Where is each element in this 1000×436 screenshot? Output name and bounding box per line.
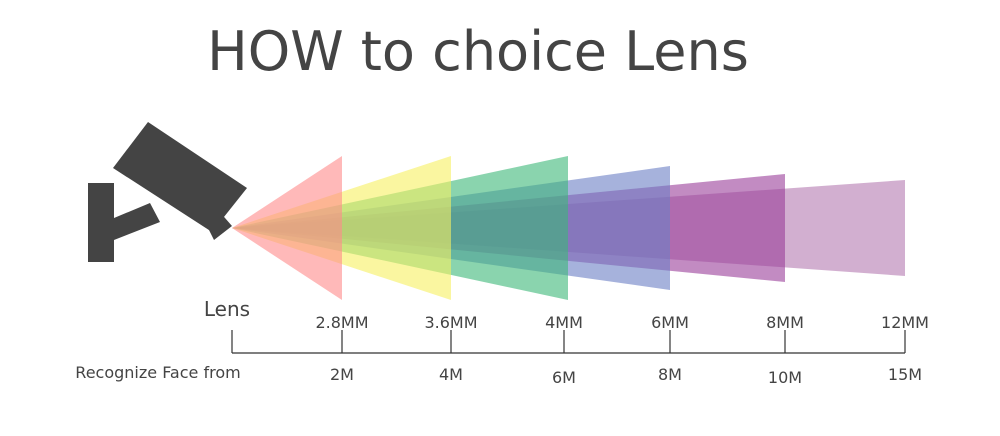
lens-label: Lens (204, 297, 250, 321)
camera-icon (88, 122, 247, 262)
distance-value: 8M (658, 365, 682, 384)
focal-label: 4MM (545, 313, 583, 332)
title: HOW to choice Lens (207, 20, 749, 83)
focal-label: 6MM (651, 313, 689, 332)
distance-value: 15M (888, 365, 922, 384)
focal-label: 12MM (881, 313, 929, 332)
distance-value: 2M (330, 365, 354, 384)
distance-value: 4M (439, 365, 463, 384)
distance-label: Recognize Face from (75, 363, 240, 382)
focal-label: 2.8MM (315, 313, 368, 332)
distance-value: 6M (552, 368, 576, 387)
beams (232, 156, 905, 300)
axis-items: 2.8MM 2M 3.6MM 4M 4MM 6M 6MM 8M 8MM 10M 12MM 15M (315, 313, 929, 387)
distance-value: 10M (768, 368, 802, 387)
lens-beam (232, 156, 342, 300)
focal-label: 3.6MM (424, 313, 477, 332)
focal-label: 8MM (766, 313, 804, 332)
